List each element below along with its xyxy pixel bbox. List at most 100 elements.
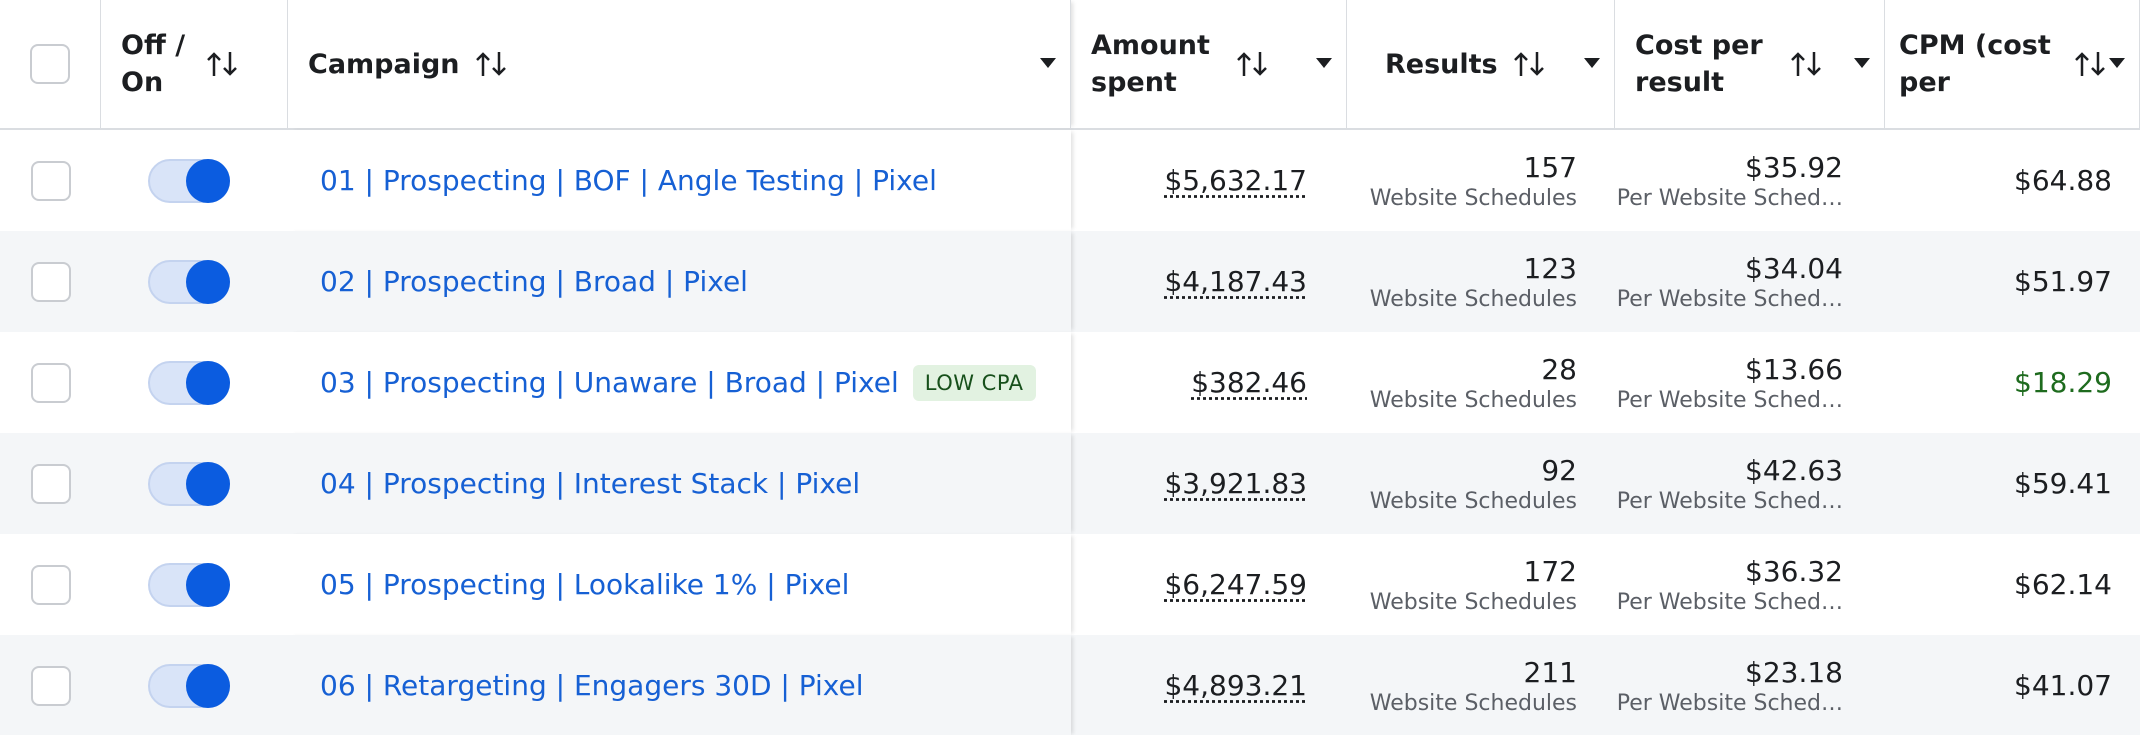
amount-spent[interactable]: $382.46 xyxy=(1191,366,1307,399)
sort-icon xyxy=(1513,52,1544,76)
result-type: Website Schedules xyxy=(1369,690,1577,716)
on-off-toggle[interactable] xyxy=(148,259,230,304)
campaign-link[interactable]: 06 | Retargeting | Engagers 30D | Pixel xyxy=(320,669,864,702)
header-cell[interactable]: Off / On xyxy=(101,0,288,128)
amount-spent[interactable]: $3,921.83 xyxy=(1164,467,1307,500)
select-all-checkbox[interactable] xyxy=(30,44,70,84)
cost-cell: $35.92 Per Website Sched… xyxy=(1615,130,1885,231)
amount-spent[interactable]: $4,893.21 xyxy=(1164,669,1307,702)
results-value: 157 xyxy=(1523,150,1577,184)
results-cell: 123 Website Schedules xyxy=(1347,231,1615,332)
on-off-toggle[interactable] xyxy=(148,461,230,506)
campaign-link[interactable]: 03 | Prospecting | Unaware | Broad | Pix… xyxy=(320,366,899,399)
campaign-cell: 01 | Prospecting | BOF | Angle Testing |… xyxy=(288,130,1071,231)
campaign-cell: 05 | Prospecting | Lookalike 1% | Pixel xyxy=(288,534,1071,635)
amount-cell: $4,893.21 xyxy=(1071,635,1347,735)
toggle-cell xyxy=(101,130,288,231)
badge: LOW CPA xyxy=(912,364,1036,401)
result-type: Website Schedules xyxy=(1369,589,1577,615)
amount-spent[interactable]: $6,247.59 xyxy=(1164,568,1307,601)
toggle-cell xyxy=(101,534,288,635)
cost-per-result: $42.63 xyxy=(1745,453,1843,487)
amount-cell: $382.46 xyxy=(1071,332,1347,433)
result-type: Website Schedules xyxy=(1369,387,1577,413)
cpm-cell: $41.07 xyxy=(1885,635,2140,735)
results-value: 28 xyxy=(1541,352,1577,386)
cost-label: Per Website Sched… xyxy=(1616,387,1843,413)
cpm-cell: $64.88 xyxy=(1885,130,2140,231)
sort-icon xyxy=(2075,52,2105,76)
cost-per-result: $36.32 xyxy=(1745,554,1843,588)
cpm-value: $64.88 xyxy=(2014,164,2112,197)
table-row: 05 | Prospecting | Lookalike 1% | Pixel $… xyxy=(0,534,2140,635)
campaign-link[interactable]: 01 | Prospecting | BOF | Angle Testing |… xyxy=(320,164,937,197)
on-off-toggle[interactable] xyxy=(148,562,230,607)
header-cell[interactable]: Cost per result xyxy=(1615,0,1885,128)
cost-per-result: $23.18 xyxy=(1745,655,1843,689)
campaign-link[interactable]: 05 | Prospecting | Lookalike 1% | Pixel xyxy=(320,568,850,601)
dropdown-icon xyxy=(1316,58,1332,68)
result-type: Website Schedules xyxy=(1369,185,1577,211)
table-row: 02 | Prospecting | Broad | Pixel $4,187.4… xyxy=(0,231,2140,332)
campaign-cell: 04 | Prospecting | Interest Stack | Pixe… xyxy=(288,433,1071,534)
row-checkbox[interactable] xyxy=(30,362,71,403)
on-off-toggle[interactable] xyxy=(148,360,230,405)
results-cell: 92 Website Schedules xyxy=(1347,433,1615,534)
toggle-cell xyxy=(101,231,288,332)
toggle-cell xyxy=(101,635,288,735)
row-checkbox[interactable] xyxy=(30,564,71,605)
cost-cell: $34.04 Per Website Sched… xyxy=(1615,231,1885,332)
select-cell xyxy=(0,433,101,534)
results-cell: 157 Website Schedules xyxy=(1347,130,1615,231)
select-cell xyxy=(0,332,101,433)
amount-cell: $3,921.83 xyxy=(1071,433,1347,534)
campaign-cell: 06 | Retargeting | Engagers 30D | Pixel xyxy=(288,635,1071,735)
row-checkbox[interactable] xyxy=(30,463,71,504)
header-cell[interactable]: Campaign xyxy=(288,0,1071,128)
toggle-cell xyxy=(101,433,288,534)
cpm-value: $18.29 xyxy=(2014,366,2112,399)
header-cell[interactable]: Results xyxy=(1347,0,1615,128)
header-cell[interactable]: Amount spent xyxy=(1071,0,1347,128)
cost-label: Per Website Sched… xyxy=(1616,286,1843,312)
cpm-value: $51.97 xyxy=(2014,265,2112,298)
on-off-toggle[interactable] xyxy=(148,663,230,708)
campaign-cell: 03 | Prospecting | Unaware | Broad | Pix… xyxy=(288,332,1071,433)
campaign-link[interactable]: 04 | Prospecting | Interest Stack | Pixe… xyxy=(320,467,861,500)
campaign-cell: 02 | Prospecting | Broad | Pixel xyxy=(288,231,1071,332)
row-checkbox[interactable] xyxy=(30,160,71,201)
table-row: 04 | Prospecting | Interest Stack | Pixe… xyxy=(0,433,2140,534)
cpm-cell: $51.97 xyxy=(1885,231,2140,332)
header-select xyxy=(0,0,101,128)
dropdown-icon xyxy=(2109,58,2125,68)
toggle-cell xyxy=(101,332,288,433)
amount-cell: $5,632.17 xyxy=(1071,130,1347,231)
results-value: 172 xyxy=(1523,554,1577,588)
header-label: Off / On xyxy=(121,30,186,98)
header-label: Campaign xyxy=(308,48,460,80)
table-header: Off / On Campaign Amount spent Results C… xyxy=(0,0,2140,130)
results-value: 92 xyxy=(1541,453,1577,487)
row-checkbox[interactable] xyxy=(30,261,71,302)
results-cell: 211 Website Schedules xyxy=(1347,635,1615,735)
cost-per-result: $13.66 xyxy=(1745,352,1843,386)
amount-cell: $4,187.43 xyxy=(1071,231,1347,332)
amount-spent[interactable]: $4,187.43 xyxy=(1164,265,1307,298)
campaign-link[interactable]: 02 | Prospecting | Broad | Pixel xyxy=(320,265,748,298)
amount-spent[interactable]: $5,632.17 xyxy=(1164,164,1307,197)
cpm-cell: $62.14 xyxy=(1885,534,2140,635)
dropdown-icon xyxy=(1584,58,1600,68)
cost-label: Per Website Sched… xyxy=(1616,185,1843,211)
cpm-value: $62.14 xyxy=(2014,568,2112,601)
cost-cell: $36.32 Per Website Sched… xyxy=(1615,534,1885,635)
table-row: 06 | Retargeting | Engagers 30D | Pixel $… xyxy=(0,635,2140,735)
cost-per-result: $34.04 xyxy=(1745,251,1843,285)
cost-label: Per Website Sched… xyxy=(1616,589,1843,615)
header-cell[interactable]: CPM (cost per 1,000… xyxy=(1885,0,2140,128)
cost-label: Per Website Sched… xyxy=(1616,690,1843,716)
on-off-toggle[interactable] xyxy=(148,158,230,203)
sort-icon xyxy=(1791,52,1821,76)
results-value: 211 xyxy=(1523,655,1577,689)
row-checkbox[interactable] xyxy=(30,665,71,706)
